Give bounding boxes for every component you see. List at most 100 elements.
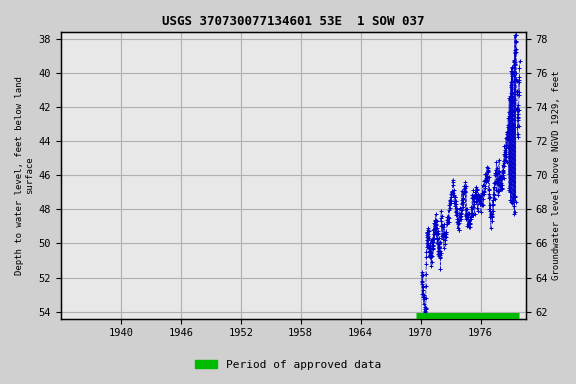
Point [501, 147, 510, 153]
Point [507, 199, 517, 205]
Point [418, 293, 427, 300]
Point [484, 186, 494, 192]
Point [449, 199, 458, 205]
Point [445, 197, 454, 203]
Point [486, 209, 495, 215]
Point [431, 225, 441, 231]
Point [434, 252, 444, 258]
Point [462, 212, 471, 218]
Point [461, 206, 471, 212]
Point [419, 291, 429, 298]
Point [420, 304, 430, 310]
Point [488, 197, 497, 203]
Point [422, 240, 431, 247]
Point [435, 255, 445, 261]
Point [481, 179, 490, 185]
Point [501, 154, 510, 160]
Point [494, 187, 503, 194]
Point [495, 176, 504, 182]
Point [436, 250, 445, 257]
Point [507, 69, 516, 75]
Point [505, 185, 514, 191]
Point [457, 201, 467, 207]
Point [464, 220, 473, 227]
Point [470, 193, 479, 199]
Point [505, 108, 514, 114]
Point [425, 254, 434, 260]
Point [450, 198, 460, 204]
Point [489, 195, 498, 201]
Point [422, 233, 431, 240]
Point [509, 194, 518, 200]
Point [449, 182, 458, 188]
Point [442, 229, 451, 235]
Point [475, 196, 484, 202]
Point [430, 223, 439, 230]
Point [480, 178, 489, 184]
Point [481, 171, 490, 177]
Point [475, 200, 484, 206]
Point [420, 314, 430, 320]
Point [449, 187, 458, 193]
Y-axis label: Depth to water level, feet below land
surface: Depth to water level, feet below land su… [15, 76, 35, 275]
Point [514, 117, 523, 123]
Point [435, 240, 444, 247]
Point [496, 176, 505, 182]
Point [515, 65, 524, 71]
Point [514, 122, 523, 129]
Point [424, 235, 433, 242]
Point [514, 77, 524, 83]
Point [420, 312, 429, 318]
Point [511, 48, 521, 55]
Point [454, 227, 464, 233]
Point [500, 149, 509, 156]
Point [420, 306, 430, 312]
Point [511, 46, 521, 53]
Title: USGS 370730077134601 53E  1 SOW 037: USGS 370730077134601 53E 1 SOW 037 [162, 15, 425, 28]
Point [495, 186, 505, 192]
Point [497, 176, 506, 182]
Point [497, 175, 506, 181]
Point [502, 129, 511, 135]
Point [452, 212, 461, 218]
Point [424, 237, 433, 243]
Point [429, 239, 438, 245]
Point [495, 182, 505, 188]
Point [504, 109, 513, 115]
Point [457, 207, 466, 213]
Point [463, 214, 472, 220]
Point [472, 187, 482, 193]
Point [502, 136, 511, 142]
Point [508, 130, 517, 136]
Point [486, 211, 495, 217]
Point [502, 135, 511, 141]
Point [439, 230, 448, 237]
Point [491, 187, 501, 193]
Point [467, 204, 476, 210]
Point [503, 134, 512, 140]
Point [468, 204, 477, 210]
Point [476, 200, 485, 207]
Point [507, 70, 517, 76]
Point [426, 249, 435, 255]
Point [502, 151, 511, 157]
Point [430, 217, 439, 223]
Point [446, 198, 455, 204]
Point [421, 295, 430, 301]
Point [430, 236, 439, 242]
Point [509, 202, 518, 209]
Point [510, 211, 519, 217]
Point [458, 195, 468, 201]
Point [490, 196, 499, 202]
Point [461, 216, 470, 222]
Point [482, 178, 491, 184]
Point [492, 171, 502, 177]
Point [467, 205, 476, 212]
Point [479, 202, 488, 208]
Point [469, 187, 478, 193]
Point [424, 242, 433, 248]
Point [433, 240, 442, 247]
Point [474, 197, 483, 203]
Point [424, 228, 433, 234]
Point [476, 209, 486, 215]
